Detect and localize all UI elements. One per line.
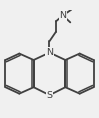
Text: S: S (47, 91, 52, 100)
Text: N: N (59, 11, 66, 20)
Text: N: N (46, 48, 53, 57)
